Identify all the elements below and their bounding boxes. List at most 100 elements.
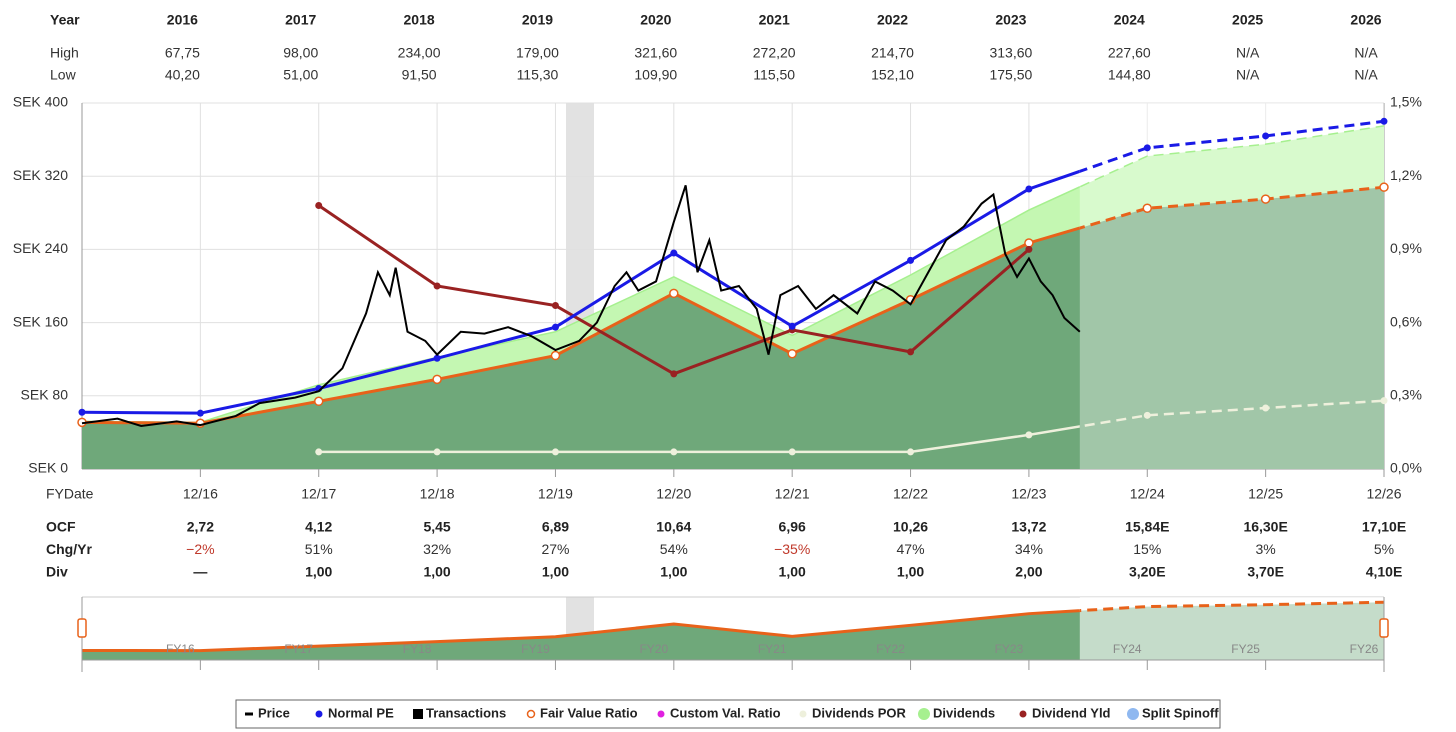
- cell: 4,12: [305, 519, 332, 535]
- marker: [315, 201, 323, 209]
- legend-label[interactable]: Dividends POR: [812, 705, 907, 720]
- cell: —: [193, 564, 207, 580]
- cell: 5,45: [423, 519, 450, 535]
- series-line: [318, 425, 1080, 454]
- marker: [1379, 182, 1389, 192]
- x-tick-label: 12/24: [1130, 486, 1165, 502]
- navigator-label: FY19: [521, 642, 550, 656]
- marker: [550, 350, 561, 361]
- cell: 3,70E: [1247, 564, 1284, 580]
- cell: 313,60: [989, 45, 1032, 61]
- cell: N/A: [1354, 67, 1378, 83]
- x-tick-label: 12/25: [1248, 486, 1283, 502]
- marker: [1024, 238, 1034, 248]
- cell: 27%: [541, 541, 569, 557]
- cell: 175,50: [989, 67, 1032, 83]
- cell: 115,50: [753, 67, 795, 83]
- cell: 152,10: [871, 67, 914, 83]
- marker: [433, 448, 441, 456]
- y-tick-label: SEK 0: [28, 460, 68, 476]
- cell: 3,20E: [1129, 564, 1166, 580]
- navigator-forecast-shade: [1079, 597, 1384, 660]
- x-tick-label: 12/21: [775, 486, 810, 502]
- year-header: 2021: [759, 12, 790, 28]
- year-header: 2016: [167, 12, 198, 28]
- x-tick-label: 12/19: [538, 486, 573, 502]
- legend-symbol: [1127, 708, 1139, 720]
- legend-label[interactable]: Dividend Yld: [1032, 705, 1111, 720]
- legend-box: [235, 699, 1221, 729]
- navigator-label: FY20: [639, 642, 668, 656]
- cell: −35%: [774, 541, 810, 557]
- legend-label[interactable]: Fair Value Ratio: [540, 705, 638, 720]
- cell: 1,00: [423, 564, 450, 580]
- navigator-handle[interactable]: [77, 618, 87, 638]
- marker: [670, 448, 678, 456]
- navigator-label: FY26: [1350, 642, 1379, 656]
- marker: [432, 374, 442, 385]
- cell: 51,00: [283, 67, 318, 83]
- y2-tick-label: 0,0%: [1390, 460, 1422, 476]
- marker: [1142, 203, 1153, 213]
- cell: 34%: [1015, 541, 1043, 557]
- cell: 1,00: [779, 564, 806, 580]
- y2-tick-label: 0,3%: [1390, 387, 1422, 403]
- y-tick-label: SEK 160: [13, 313, 68, 329]
- cell: 51%: [305, 541, 333, 557]
- cell: −2%: [186, 541, 214, 557]
- year-header: 2025: [1232, 12, 1263, 28]
- cell: 2,00: [1015, 564, 1042, 580]
- cell: 15%: [1133, 541, 1161, 557]
- navigator-label: FY23: [995, 642, 1024, 656]
- cell: 1,00: [305, 564, 332, 580]
- marker: [1025, 245, 1033, 253]
- cell: 54%: [660, 541, 688, 557]
- navigator-label: FY22: [876, 642, 905, 656]
- legend-label[interactable]: Transactions: [426, 705, 506, 720]
- legend-label[interactable]: Normal PE: [328, 705, 394, 720]
- cell: N/A: [1354, 45, 1378, 61]
- navigator-label: FY21: [758, 642, 787, 656]
- marker: [1143, 411, 1151, 419]
- cell: 32%: [423, 541, 451, 557]
- y2-tick-label: 1,2%: [1390, 167, 1422, 183]
- legend-symbol: [1019, 710, 1027, 718]
- marker: [1260, 194, 1271, 204]
- year-header: 2022: [877, 12, 908, 28]
- row-label: Div: [46, 564, 68, 580]
- legend-symbol: [918, 708, 930, 720]
- marker: [788, 448, 796, 456]
- y-tick-label: SEK 320: [13, 167, 68, 183]
- legend-label[interactable]: Dividends: [933, 705, 995, 720]
- marker: [670, 249, 678, 257]
- legend-label[interactable]: Custom Val. Ratio: [670, 705, 781, 720]
- cell: 10,26: [893, 519, 928, 535]
- x-tick-label: 12/20: [656, 486, 691, 502]
- x-tick-label: 12/18: [420, 486, 455, 502]
- marker: [196, 409, 204, 417]
- legend-label[interactable]: Price: [258, 705, 290, 720]
- cell: 234,00: [398, 45, 441, 61]
- year-header: 2026: [1350, 12, 1381, 28]
- legend-label[interactable]: Split Spinoff: [1142, 705, 1219, 720]
- cell: 16,30E: [1243, 519, 1287, 535]
- navigator-handle[interactable]: [1379, 618, 1389, 638]
- marker: [315, 448, 323, 456]
- cell: 5%: [1374, 541, 1394, 557]
- cell: 10,64: [656, 519, 691, 535]
- forecast-shade: [1079, 103, 1384, 469]
- navigator-label: FY25: [1231, 642, 1260, 656]
- legend-symbol: [315, 710, 323, 718]
- series-line: [81, 169, 1080, 415]
- x-axis-label: FYDate: [46, 486, 94, 502]
- x-tick-label: 12/23: [1011, 486, 1046, 502]
- cell: 17,10E: [1362, 519, 1406, 535]
- navigator-label: FY17: [284, 642, 313, 656]
- marker: [1025, 431, 1033, 439]
- cell: 272,20: [753, 45, 796, 61]
- marker: [907, 256, 915, 264]
- legend-symbol: [799, 710, 807, 718]
- marker: [551, 448, 559, 456]
- fair-value-area: [82, 187, 1384, 469]
- y-tick-label: SEK 400: [13, 94, 68, 110]
